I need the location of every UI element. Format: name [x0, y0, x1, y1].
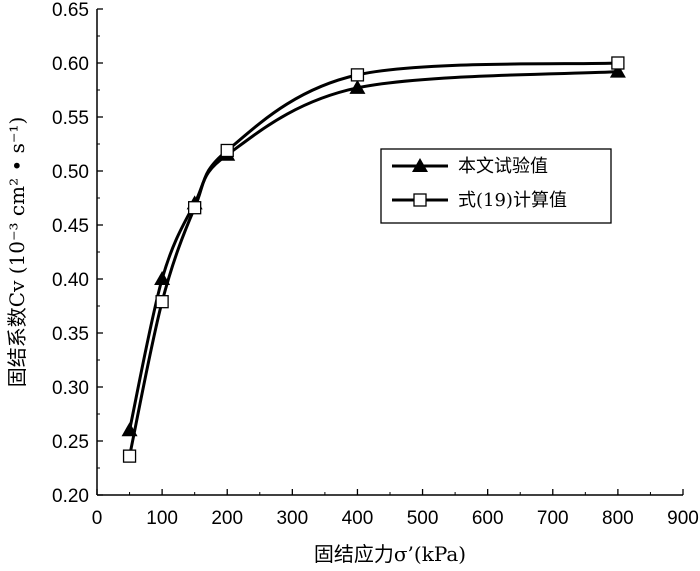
series-1-point [154, 271, 171, 285]
x-tick-label: 0 [92, 508, 103, 529]
y-tick-label: 0.40 [52, 270, 89, 291]
series-2-point [122, 449, 137, 463]
series-1-point [349, 79, 366, 94]
y-tick-label: 0.60 [52, 54, 89, 75]
x-tick-label: 800 [602, 508, 634, 529]
series-1-point [121, 422, 138, 437]
y-tick-label: 0.50 [52, 162, 89, 183]
series-2-point [155, 295, 169, 309]
y-tick-label: 0.55 [52, 108, 89, 129]
x-tick-label: 900 [667, 508, 699, 529]
y-tick-label: 0.35 [52, 324, 89, 345]
y-axis-title: 固结系数Cv (10⁻³ cm² • s⁻¹) [5, 117, 29, 387]
y-tick-label: 0.65 [52, 0, 89, 21]
series-line-1 [128, 70, 618, 431]
x-tick-label: 600 [472, 508, 504, 529]
x-tick-label: 400 [342, 508, 374, 529]
y-tick-label: 0.20 [52, 486, 89, 507]
x-axis-title: 固结应力σ’(kPa) [314, 542, 466, 566]
legend-marker-series-2 [413, 193, 427, 207]
legend-marker-series-1 [412, 158, 428, 172]
y-tick-label: 0.30 [52, 378, 89, 399]
y-tick-label: 0.45 [52, 216, 89, 237]
series-2-point [220, 143, 234, 158]
ticks: 0 100 200 300 400 500 600 700 800 900 0.20 0.25 0.30… [52, 0, 699, 529]
legend: 本文试验值 式(19)计算值 [380, 148, 612, 224]
x-tick-label: 200 [211, 508, 243, 529]
series-2-point [350, 68, 365, 82]
series-2-point [188, 201, 202, 215]
x-tick-label: 700 [537, 508, 569, 529]
series-line-2 [128, 61, 618, 457]
series-markers [121, 56, 626, 463]
x-tick-label: 500 [407, 508, 439, 529]
series-curves [128, 61, 618, 457]
legend-label-series-1: 本文试验值 [458, 156, 548, 177]
y-tick-label: 0.25 [52, 432, 89, 453]
x-tick-label: 100 [146, 508, 178, 529]
series-2-point [611, 56, 625, 70]
series-1-point [609, 63, 626, 78]
legend-label-series-2: 式(19)计算值 [458, 190, 567, 211]
x-tick-label: 300 [276, 508, 308, 529]
